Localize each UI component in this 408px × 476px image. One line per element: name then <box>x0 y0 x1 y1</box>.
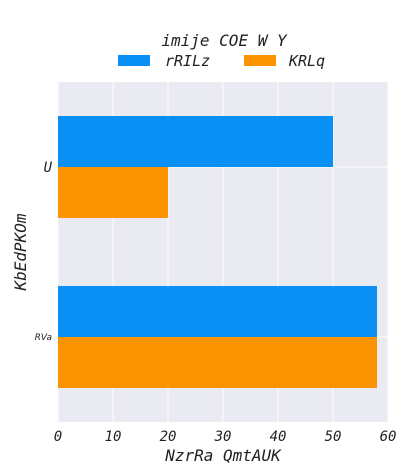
x-tick-label: 0 <box>54 429 62 445</box>
bar <box>58 337 377 388</box>
x-axis-ticks: 0 10 20 30 40 50 60 <box>54 429 397 445</box>
y-tick-label: RVa <box>35 333 52 343</box>
x-tick-label: 40 <box>270 429 287 445</box>
x-axis-label: NzrRa QmtAUK <box>164 446 282 465</box>
x-tick-label: 50 <box>325 429 342 445</box>
legend-title: imije COE W Y <box>161 31 288 50</box>
legend-swatch <box>118 55 150 66</box>
x-tick-label: 10 <box>105 429 122 445</box>
y-axis-label: KbEdPKOm <box>11 213 30 291</box>
bars <box>58 116 377 388</box>
y-tick-label: U <box>44 160 53 176</box>
x-tick-label: 60 <box>380 429 397 445</box>
bar <box>58 116 333 167</box>
legend-swatch <box>244 55 276 66</box>
x-tick-label: 30 <box>214 429 232 445</box>
legend: rRILz KRLq <box>118 52 325 70</box>
bar <box>58 286 377 337</box>
bar <box>58 167 168 218</box>
x-tick-label: 20 <box>160 429 177 445</box>
legend-label: rRILz <box>165 52 210 70</box>
legend-label: KRLq <box>288 52 325 70</box>
y-axis-ticks: U RVa <box>35 160 53 343</box>
